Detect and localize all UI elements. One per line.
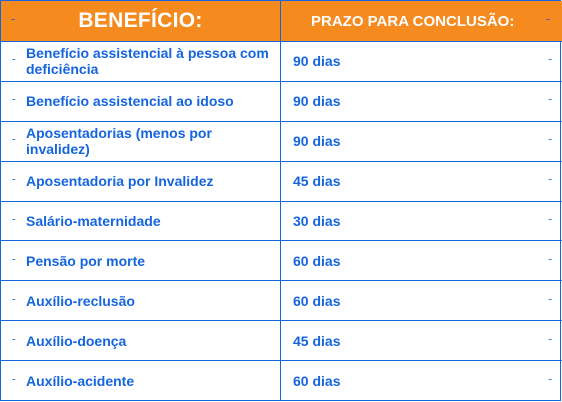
row-marker: - [12, 133, 16, 146]
table-row-beneficio: - Benefício assistencial ao idoso [1, 80, 281, 121]
prazo-value: 60 dias [293, 372, 341, 389]
prazo-value: 45 dias [293, 173, 341, 190]
table-row-beneficio: - Auxílio-doença [1, 320, 281, 361]
row-marker: - [548, 213, 552, 226]
beneficio-name: Salário-maternidade [26, 212, 161, 229]
table-row-beneficio: - Aposentadorias (menos por invalidez) [1, 120, 281, 161]
table-row-beneficio: - Benefício assistencial à pessoa com def… [1, 41, 281, 81]
row-marker: - [12, 253, 16, 266]
row-marker: - [12, 372, 16, 385]
header-prazo: PRAZO PARA CONCLUSÃO: - [281, 1, 562, 41]
table-row-prazo: 60 dias - [281, 360, 562, 400]
table-row-prazo: 90 dias - [281, 41, 562, 81]
table-row-beneficio: - Aposentadoria por Invalidez [1, 160, 281, 201]
row-marker: - [548, 53, 552, 66]
table-row-prazo: 90 dias - [281, 120, 562, 161]
table-row-beneficio: - Salário-maternidade [1, 200, 281, 241]
row-marker: - [12, 293, 16, 306]
header-right-marker: - [546, 11, 550, 26]
beneficio-name: Aposentadoria por Invalidez [26, 173, 214, 190]
prazo-value: 60 dias [293, 252, 341, 269]
prazo-value: 90 dias [293, 133, 341, 150]
header-left-marker: - [11, 11, 16, 26]
row-marker: - [12, 53, 16, 66]
beneficio-name: Auxílio-doença [26, 332, 127, 349]
table-row-beneficio: - Auxílio-reclusão [1, 280, 281, 321]
row-marker: - [548, 372, 552, 385]
beneficio-name: Auxílio-reclusão [26, 292, 135, 309]
row-marker: - [548, 173, 552, 186]
table-row-beneficio: - Auxílio-acidente [1, 360, 281, 400]
table-row-beneficio: - Pensão por morte [1, 240, 281, 281]
prazo-value: 45 dias [293, 332, 341, 349]
header-prazo-label: PRAZO PARA CONCLUSÃO: [311, 12, 515, 30]
beneficio-name: Pensão por morte [26, 252, 146, 269]
beneficio-name: Benefício assistencial à pessoa com defi… [26, 45, 269, 78]
row-marker: - [12, 333, 16, 346]
beneficio-name: Aposentadorias (menos por invalidez) [26, 125, 212, 158]
prazo-value: 30 dias [293, 212, 341, 229]
row-marker: - [12, 213, 16, 226]
beneficio-name: Benefício assistencial ao idoso [26, 93, 234, 110]
table-row-prazo: 45 dias - [281, 320, 562, 360]
table-row-prazo: 60 dias - [281, 280, 562, 320]
row-marker: - [12, 93, 16, 106]
row-marker: - [548, 293, 552, 306]
row-marker: - [548, 133, 552, 146]
prazo-value: 60 dias [293, 292, 341, 309]
row-marker: - [548, 93, 552, 106]
row-marker: - [548, 333, 552, 346]
prazo-value: 90 dias [293, 93, 341, 110]
header-beneficio-label: BENEFÍCIO: [78, 9, 203, 32]
prazo-value: 90 dias [293, 53, 341, 70]
row-marker: - [548, 253, 552, 266]
table-row-prazo: 30 dias - [281, 200, 562, 241]
header-beneficio: - BENEFÍCIO: [1, 1, 281, 41]
table-row-prazo: 60 dias - [281, 240, 562, 280]
table-row-prazo: 90 dias - [281, 80, 562, 121]
table-row-prazo: 45 dias - [281, 160, 562, 201]
beneficio-name: Auxílio-acidente [26, 372, 135, 389]
row-marker: - [12, 173, 16, 186]
